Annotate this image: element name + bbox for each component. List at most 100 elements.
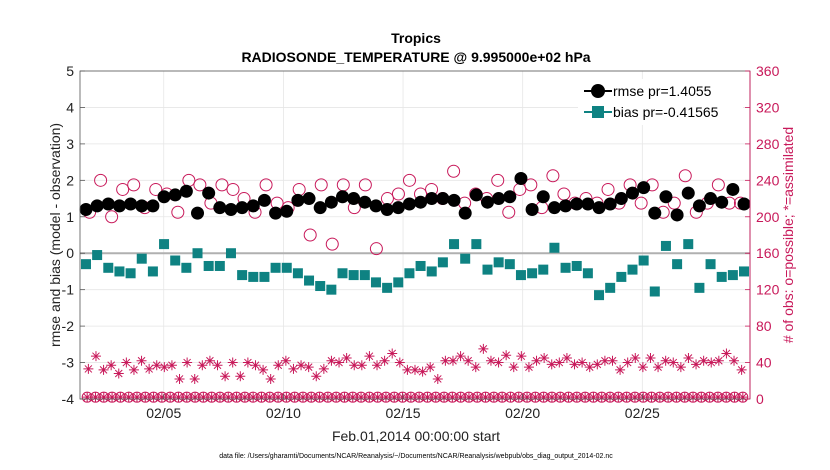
assimilated-obs-point-low: [231, 392, 242, 403]
bias-point: [170, 255, 181, 266]
possible-obs-point: [171, 205, 185, 219]
assimilated-obs-point: [303, 362, 314, 373]
rmse-point: [581, 197, 595, 211]
assimilated-obs-point: [622, 357, 633, 368]
assimilated-obs-point: [394, 357, 405, 368]
assimilated-obs-point-low: [505, 392, 516, 403]
bias-point: [125, 268, 136, 279]
rmse-point: [235, 201, 249, 215]
assimilated-obs-point-low: [397, 392, 408, 403]
assimilated-obs-point: [523, 362, 534, 373]
assimilated-obs-point: [258, 364, 269, 375]
assimilated-obs-point-low: [264, 392, 275, 403]
rmse-point: [79, 202, 93, 216]
assimilated-obs-point-low: [712, 392, 723, 403]
y-tick-label: -1: [62, 282, 75, 298]
assimilated-obs-point-low: [181, 392, 192, 403]
assimilated-obs-point-low: [90, 392, 101, 403]
assimilated-obs-point-low: [447, 392, 458, 403]
assimilated-obs-point-low: [472, 392, 483, 403]
bias-point: [571, 260, 582, 271]
bias-point: [415, 260, 426, 271]
y-tick-label: -2: [62, 318, 75, 334]
assimilated-obs-point: [402, 364, 413, 375]
chart-title: Tropics: [391, 30, 441, 46]
assimilated-obs-point-low: [605, 392, 616, 403]
assimilated-obs-point-low: [306, 392, 317, 403]
rmse-point: [425, 192, 439, 206]
bias-point: [616, 271, 627, 282]
assimilated-obs-point: [485, 355, 496, 366]
rmse-point: [157, 190, 171, 204]
bias-point: [739, 266, 750, 277]
bias-point: [382, 282, 393, 293]
x-tick-label: 02/05: [146, 405, 181, 421]
bias-point: [716, 271, 727, 282]
assimilated-obs-point-low: [239, 392, 250, 403]
rmse-point: [347, 192, 361, 206]
rmse-point: [90, 199, 104, 213]
possible-obs-point: [491, 173, 505, 187]
assimilated-obs-point: [220, 371, 231, 382]
bias-point: [605, 282, 616, 293]
bias-point: [515, 270, 526, 281]
assimilated-obs-point-low: [123, 392, 134, 403]
assimilated-obs-point-low: [339, 392, 350, 403]
bias-point: [594, 290, 605, 301]
bias-point: [315, 281, 326, 292]
possible-obs-point: [105, 210, 119, 224]
bias-point: [638, 255, 649, 266]
possible-obs-point: [303, 228, 317, 242]
bias-point: [147, 266, 158, 277]
assimilated-obs-point: [615, 364, 626, 375]
y-tick-label: 3: [66, 136, 74, 152]
possible-obs-point: [193, 178, 207, 192]
assimilated-obs-point: [83, 363, 94, 374]
assimilated-obs-point: [356, 360, 367, 371]
assimilated-obs-point-low: [422, 392, 433, 403]
bias-point: [694, 282, 705, 293]
assimilated-obs-point: [691, 359, 702, 370]
assimilated-obs-point: [417, 366, 428, 377]
bias-point: [159, 239, 170, 250]
assimilated-obs-point-low: [223, 392, 234, 403]
assimilated-obs-point: [121, 357, 132, 368]
y-right-tick-label: 120: [756, 282, 780, 298]
bias-point: [727, 270, 738, 281]
legend-box: [578, 79, 743, 125]
bias-point: [493, 257, 504, 268]
bias-point: [426, 266, 437, 277]
y-tick-label: 1: [66, 209, 74, 225]
rmse-point: [224, 202, 238, 216]
rmse-point: [302, 192, 316, 206]
bias-point: [225, 248, 236, 259]
assimilated-obs-point-low: [588, 392, 599, 403]
possible-obs-point: [215, 178, 229, 192]
bias-point: [393, 277, 404, 288]
assimilated-obs-point-low: [430, 392, 441, 403]
rmse-point: [603, 197, 617, 211]
assimilated-obs-point: [296, 360, 307, 371]
assimilated-obs-point-low: [140, 392, 151, 403]
assimilated-obs-point: [675, 362, 686, 373]
bias-point: [92, 250, 103, 261]
assimilated-obs-point: [349, 360, 360, 371]
assimilated-obs-point-low: [364, 392, 375, 403]
possible-obs-point: [711, 178, 725, 192]
y-tick-label: -3: [62, 355, 75, 371]
assimilated-obs-point: [212, 360, 223, 371]
assimilated-obs-point: [470, 362, 481, 373]
assimilated-obs-point: [501, 350, 512, 361]
assimilated-obs-point-low: [629, 392, 640, 403]
rmse-point: [503, 190, 517, 204]
bias-point: [460, 253, 471, 264]
assimilated-obs-point-low: [530, 392, 541, 403]
possible-obs-point: [94, 173, 108, 187]
rmse-point: [514, 172, 528, 186]
bias-point: [370, 277, 381, 288]
rmse-point: [101, 197, 115, 211]
rmse-point: [179, 184, 193, 198]
assimilated-obs-point: [364, 351, 375, 362]
bias-point: [437, 257, 448, 268]
